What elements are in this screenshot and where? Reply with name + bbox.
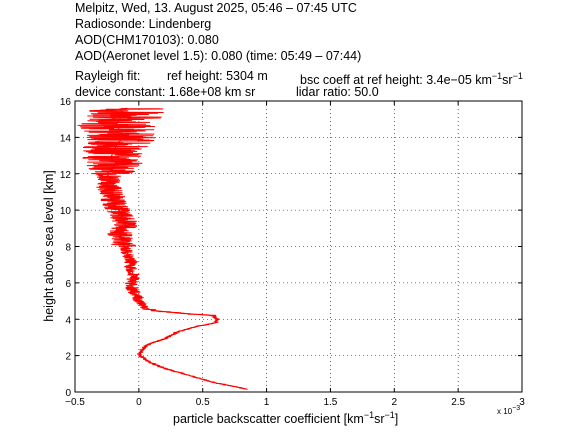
x-tick-labels: −0.5 0 0.5 1 1.5 2 2.5 3 <box>65 397 525 408</box>
aod-chm-line: AOD(CHM170103): 0.080 <box>75 33 219 47</box>
x-tick-label: 0.5 <box>196 397 210 408</box>
x-tick-label: 3 <box>519 397 525 408</box>
y-tick-label: 2 <box>65 352 71 363</box>
backscatter-noise-line <box>77 107 248 390</box>
y-tick-label: 8 <box>65 243 71 254</box>
rayleigh-fit-label: Rayleigh fit: <box>75 69 141 83</box>
x-tick-label: 2.5 <box>451 397 465 408</box>
x-axis-label: particle backscatter coefficient [km−1sr… <box>173 410 398 426</box>
x-scale-multiplier: x 10−3 <box>497 405 520 416</box>
y-tick-label: 4 <box>65 315 71 326</box>
ref-height-text: ref height: 5304 m <box>167 69 268 83</box>
radiosonde-line: Radiosonde: Lindenberg <box>75 17 212 31</box>
y-axis-label: height above sea level [km] <box>42 170 56 321</box>
x-tick-label: 1 <box>264 397 270 408</box>
axes-box <box>74 100 523 393</box>
lidar-ratio-text: lidar ratio: 50.0 <box>296 85 379 99</box>
y-tick-label: 6 <box>65 279 71 290</box>
y-tick-label: 12 <box>60 170 72 181</box>
title-line: Melpitz, Wed, 13. August 2025, 05:46 – 0… <box>75 1 357 15</box>
y-tick-label: 16 <box>60 97 72 108</box>
y-tick-labels: 0 2 4 6 8 10 12 14 16 <box>60 97 72 399</box>
x-tick-label: −0.5 <box>65 397 85 408</box>
device-constant-text: device constant: 1.68e+08 km sr <box>75 85 256 99</box>
aod-aeronet-line: AOD(Aeronet level 1.5): 0.080 (time: 05:… <box>75 49 362 63</box>
x-tick-label: 1.5 <box>323 397 337 408</box>
x-tick-label: 2 <box>392 397 398 408</box>
y-tick-label: 14 <box>60 133 72 144</box>
plot-area <box>75 101 522 392</box>
x-tick-label: 0 <box>136 397 142 408</box>
y-tick-label: 10 <box>60 206 72 217</box>
bsc-coeff-text: bsc coeff at ref height: 3.4e−05 km−1sr−… <box>300 71 523 88</box>
y-tick-label: 0 <box>65 388 71 399</box>
